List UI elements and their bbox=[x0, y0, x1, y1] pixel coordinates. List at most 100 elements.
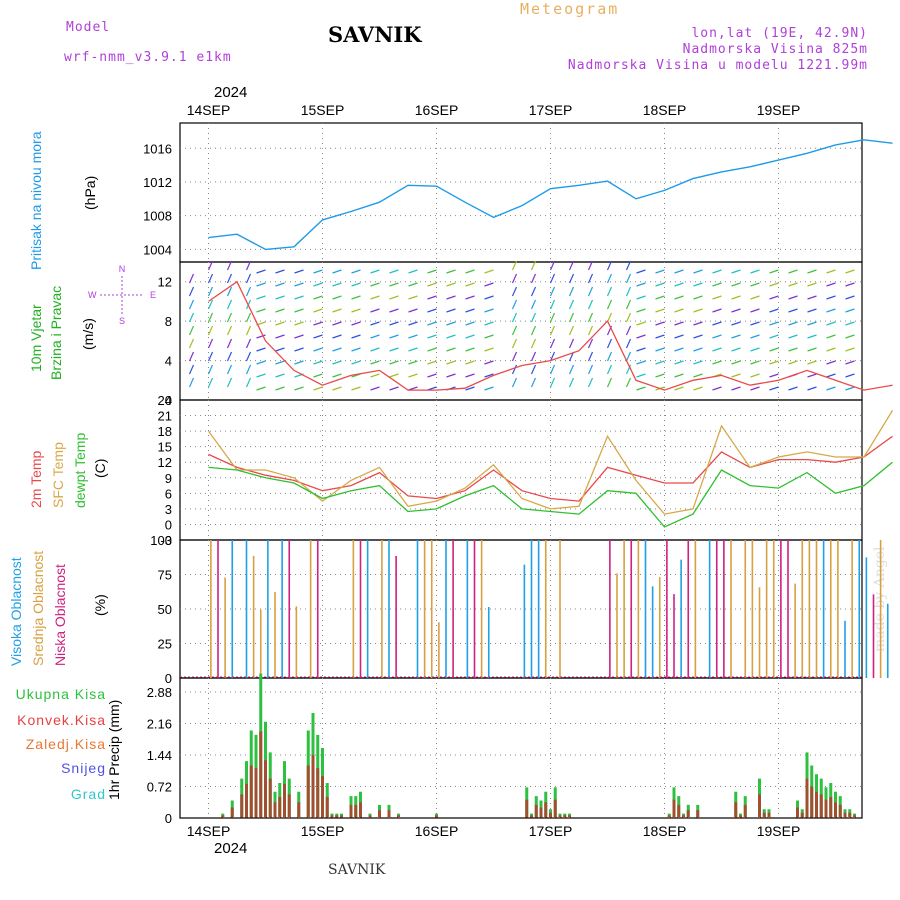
wind-barb bbox=[587, 377, 594, 388]
wind-barb bbox=[294, 360, 304, 365]
wind-barb bbox=[245, 312, 252, 323]
x-tick-label-top: 18SEP bbox=[643, 102, 687, 118]
wind-barb bbox=[245, 273, 252, 284]
wind-barb bbox=[712, 334, 722, 339]
wind-barb bbox=[549, 286, 556, 297]
wind-tick-label: 4 bbox=[165, 354, 172, 369]
wind-barb bbox=[465, 308, 475, 313]
wind-barb bbox=[712, 360, 722, 365]
wind-barb bbox=[294, 386, 304, 391]
wind-barb bbox=[294, 321, 304, 326]
wind-barb bbox=[625, 377, 632, 388]
precip-bar-conv bbox=[245, 783, 248, 818]
wind-barb bbox=[484, 334, 494, 339]
precip-bar-conv bbox=[682, 815, 685, 818]
precip-bar-conv bbox=[824, 799, 828, 818]
wind-barb bbox=[530, 260, 537, 271]
wind-barb bbox=[370, 321, 380, 326]
precip-bar-conv bbox=[349, 804, 353, 818]
wind-barb bbox=[625, 260, 632, 271]
wind-tick-label: 12 bbox=[158, 275, 172, 290]
wind-barb bbox=[389, 308, 399, 313]
wind-compass-icon: N W E S bbox=[88, 264, 156, 326]
wind-barb bbox=[807, 308, 817, 313]
wind-barb bbox=[655, 269, 665, 274]
wind-barb bbox=[408, 282, 418, 287]
wind-barb bbox=[389, 295, 399, 300]
wind-barb bbox=[655, 295, 665, 300]
wind-barb bbox=[731, 373, 741, 378]
x-tick-label-top: 14SEP bbox=[187, 102, 231, 118]
x-tick-label-top: 15SEP bbox=[301, 102, 345, 118]
wind-barb bbox=[636, 373, 646, 378]
wind-barb bbox=[226, 299, 233, 310]
precip-tick-label: 0.72 bbox=[147, 780, 172, 795]
wind-barb bbox=[674, 295, 684, 300]
wind-barb bbox=[275, 360, 285, 365]
wind-barb bbox=[625, 299, 632, 310]
wind-barb bbox=[606, 273, 613, 284]
wind-speed-line bbox=[208, 280, 893, 391]
wind-barb bbox=[655, 282, 665, 287]
precip-bar-conv bbox=[762, 812, 766, 818]
wind-barb bbox=[549, 325, 556, 336]
wind-barb bbox=[826, 282, 836, 287]
precip-bar-conv bbox=[810, 786, 814, 818]
wind-barb bbox=[511, 312, 518, 323]
wind-barb bbox=[484, 347, 494, 352]
wind-barb bbox=[625, 286, 632, 297]
wind-barb bbox=[750, 373, 760, 378]
wind-barb bbox=[769, 373, 779, 378]
wind-barb bbox=[408, 321, 418, 326]
wind-barb bbox=[845, 347, 855, 352]
precip-bar-conv bbox=[549, 812, 552, 818]
legend-total: Ukupna Kisa bbox=[15, 686, 106, 702]
wind-barb bbox=[188, 377, 195, 388]
wind-tick-label: 0 bbox=[165, 393, 172, 408]
wind-barb bbox=[389, 373, 399, 378]
wind-barb bbox=[370, 360, 380, 365]
temp-tick-label: 12 bbox=[158, 455, 172, 470]
compass-s: S bbox=[119, 316, 125, 326]
wind-barb bbox=[275, 347, 285, 352]
precip-bar-conv bbox=[249, 765, 253, 818]
wind-barb bbox=[731, 308, 741, 313]
wind-barb bbox=[587, 260, 594, 271]
wind-barb bbox=[351, 347, 361, 352]
wind-barb bbox=[313, 373, 323, 378]
wind-barb bbox=[826, 321, 836, 326]
wind-barb bbox=[636, 269, 646, 274]
pressure-line bbox=[208, 139, 893, 251]
wind-barb bbox=[511, 364, 518, 375]
wind-barb bbox=[712, 347, 722, 352]
wind-barb bbox=[807, 295, 817, 300]
precip-bar-conv bbox=[667, 815, 671, 818]
x-tick-label-top: 19SEP bbox=[757, 102, 801, 118]
wind-barb bbox=[549, 299, 556, 310]
wind-barb bbox=[769, 321, 779, 326]
wind-barb bbox=[826, 347, 836, 352]
wind-barb bbox=[636, 282, 646, 287]
precip-bar-conv bbox=[819, 794, 823, 818]
temp-tick-label: 0 bbox=[165, 517, 172, 532]
wind-barb bbox=[256, 373, 266, 378]
wind-barb bbox=[370, 386, 380, 391]
wind-barb bbox=[769, 386, 779, 391]
precip-bar-conv bbox=[230, 807, 234, 818]
x-tick-label-bottom: 16SEP bbox=[415, 823, 459, 839]
wind-barb bbox=[275, 269, 285, 274]
precip-bar-conv bbox=[435, 815, 438, 818]
wind-barb bbox=[313, 295, 323, 300]
wind-barb bbox=[549, 273, 556, 284]
temp-tick-label: 15 bbox=[158, 440, 172, 455]
wind-barb bbox=[625, 325, 632, 336]
wind-barb bbox=[693, 282, 703, 287]
wind-barb bbox=[530, 312, 537, 323]
wind-barb bbox=[674, 360, 684, 365]
wind-barb bbox=[826, 386, 836, 391]
wind-barb bbox=[188, 312, 195, 323]
wind-barb bbox=[769, 347, 779, 352]
wind-barb bbox=[256, 360, 266, 365]
wind-barb bbox=[275, 386, 285, 391]
wind-barb bbox=[226, 364, 233, 375]
